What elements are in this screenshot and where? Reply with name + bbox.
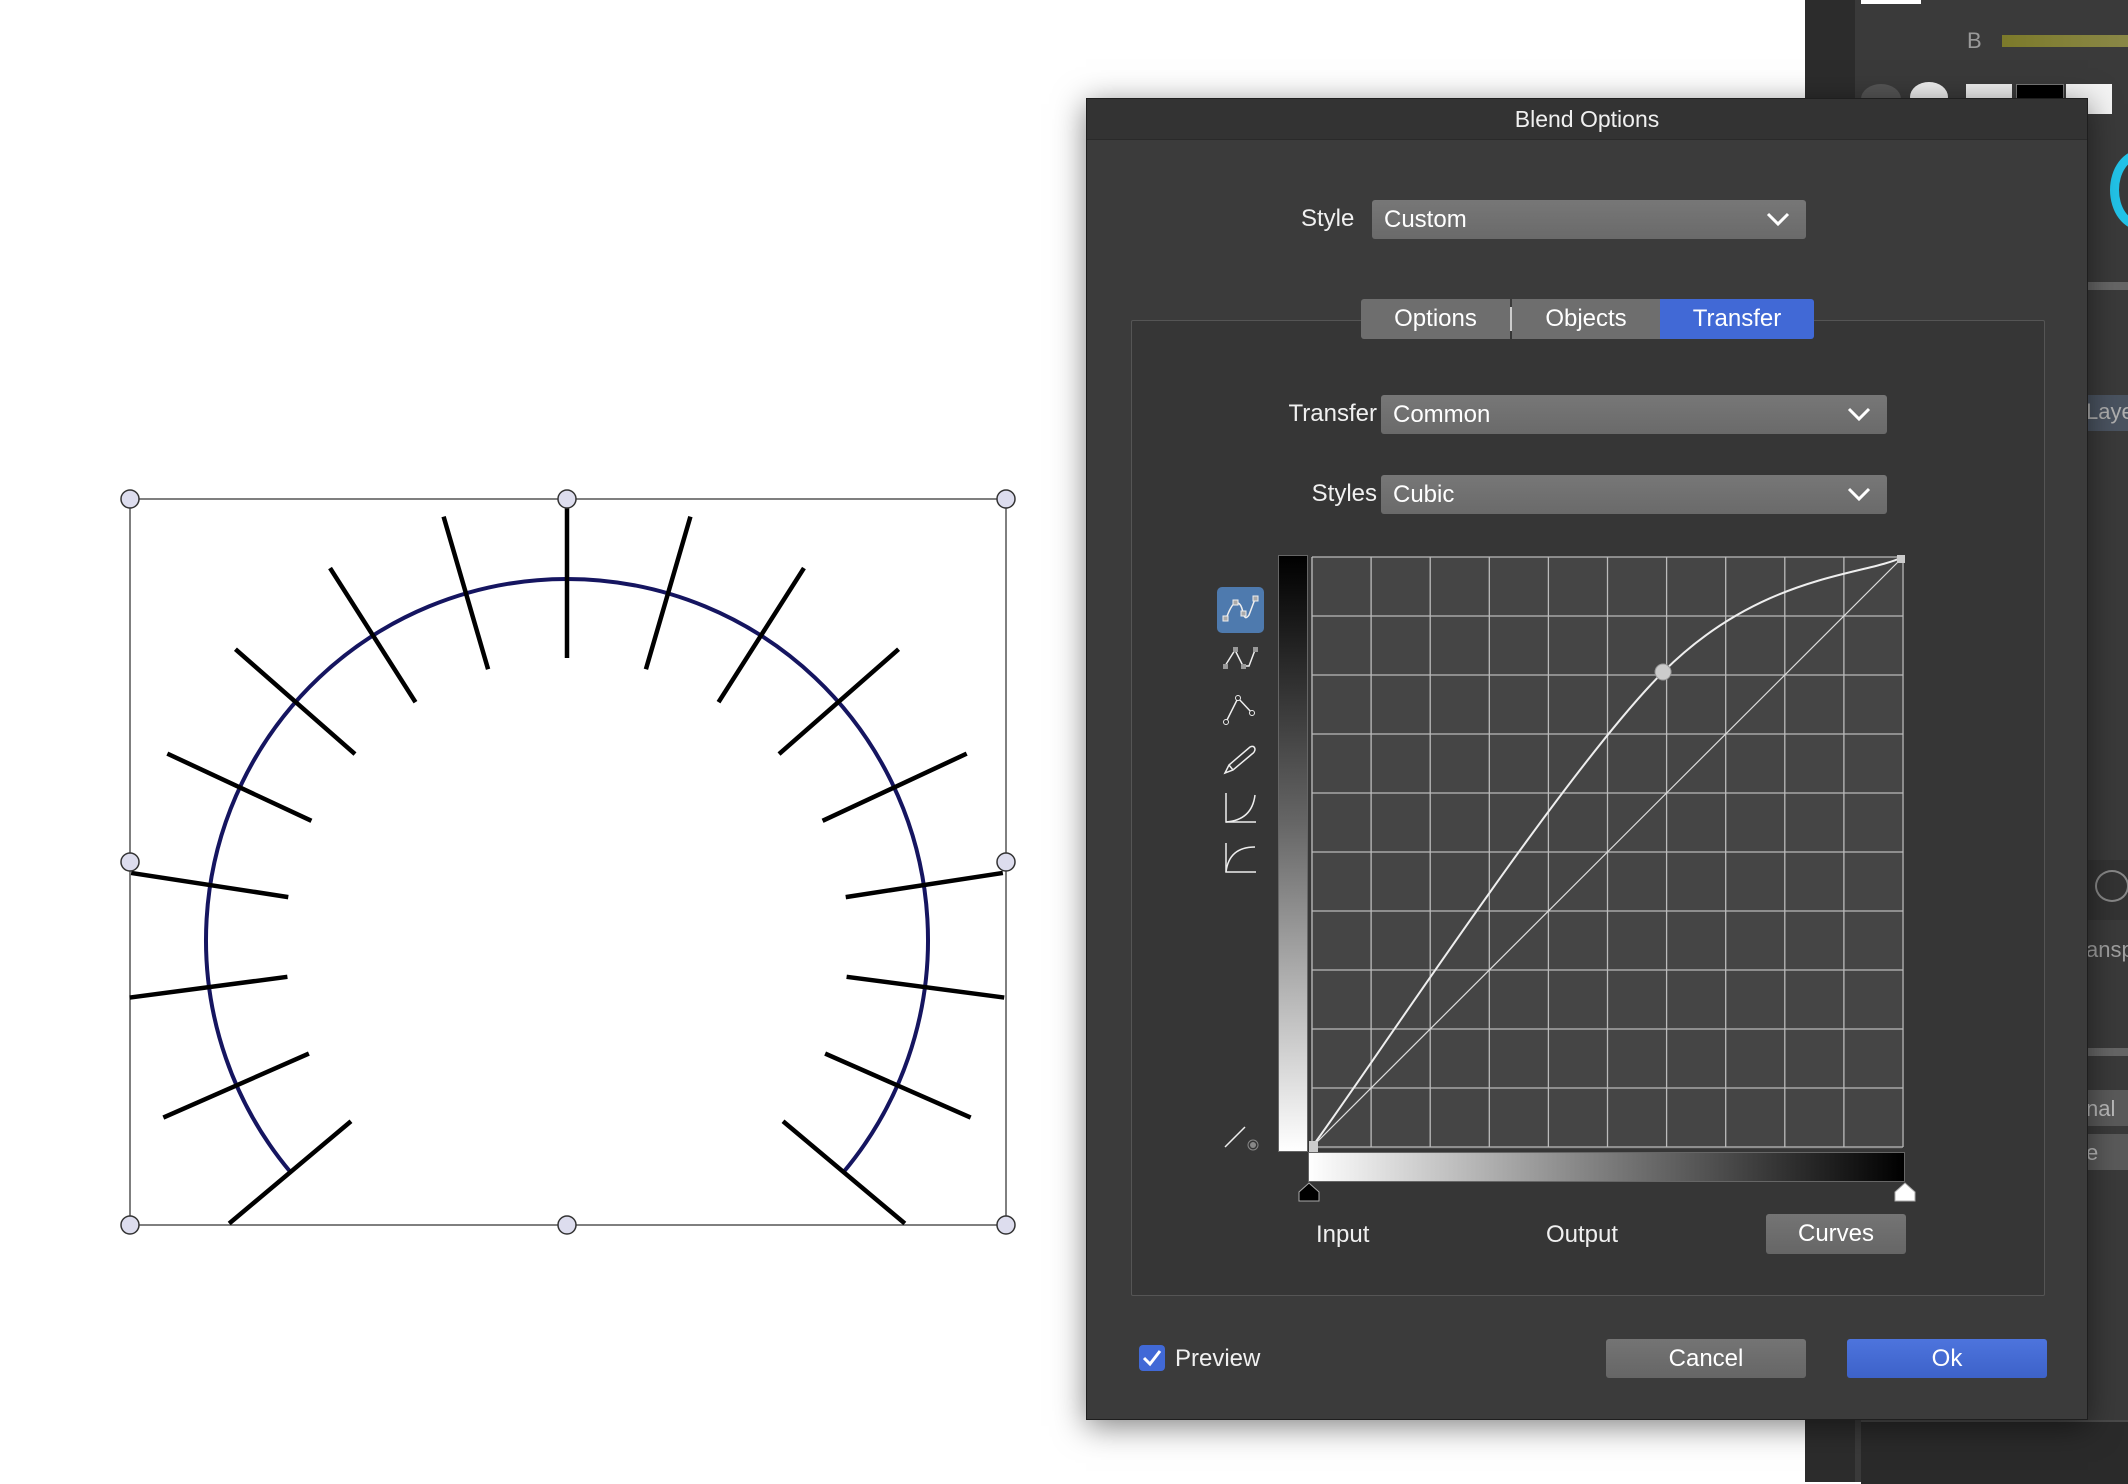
selection-handles[interactable] bbox=[120, 489, 1016, 1235]
blend-mode-dropdown[interactable]: nal bbox=[2086, 1090, 2128, 1126]
layers-tab[interactable]: Laye bbox=[2086, 395, 2128, 431]
curves-button[interactable]: Curves bbox=[1766, 1214, 1906, 1254]
output-gradient-bar bbox=[1278, 555, 1308, 1152]
blend-step-line bbox=[781, 1119, 907, 1226]
secondary-dropdown[interactable]: e bbox=[2086, 1134, 2128, 1170]
smooth-curve-tool[interactable] bbox=[1217, 587, 1264, 633]
tab-objects[interactable]: Objects bbox=[1512, 299, 1660, 339]
selection-handle[interactable] bbox=[120, 1215, 140, 1235]
transfer-curve[interactable] bbox=[1311, 556, 1904, 1148]
selection-handle[interactable] bbox=[120, 852, 140, 872]
preview-label: Preview bbox=[1175, 1345, 1261, 1372]
corner-curve-tool[interactable] bbox=[1217, 636, 1264, 682]
style-value: Custom bbox=[1384, 206, 1467, 233]
preview-checkbox[interactable] bbox=[1139, 1345, 1165, 1371]
styles-dropdown[interactable]: Cubic bbox=[1381, 475, 1887, 514]
blend-mode-value: nal bbox=[2086, 1096, 2116, 1121]
blend-steps[interactable] bbox=[129, 499, 1005, 1226]
separator bbox=[2086, 1048, 2128, 1056]
ease-in-icon bbox=[1225, 793, 1256, 823]
pencil-tool[interactable] bbox=[1217, 735, 1264, 781]
selection-handle[interactable] bbox=[557, 1215, 577, 1235]
channel-slider[interactable] bbox=[2002, 35, 2128, 47]
selection-handle[interactable] bbox=[557, 489, 577, 509]
ease-out-icon bbox=[1225, 843, 1256, 873]
curve-control-points[interactable] bbox=[1309, 555, 1905, 1153]
selection-handle[interactable] bbox=[996, 1215, 1016, 1235]
curve-endpoint[interactable] bbox=[1309, 1141, 1318, 1153]
blend-step-line bbox=[130, 870, 289, 900]
pencil-icon bbox=[1223, 745, 1256, 775]
blend-step-line bbox=[227, 1119, 353, 1226]
blend-arc-path[interactable] bbox=[204, 577, 930, 1174]
linear-reset-tool[interactable] bbox=[1217, 1109, 1264, 1155]
blend-step-line bbox=[777, 647, 901, 756]
blend-step-line bbox=[821, 751, 968, 823]
output-label: Output bbox=[1546, 1221, 1619, 1248]
blend-step-line bbox=[643, 515, 693, 670]
blend-step-line bbox=[846, 974, 1005, 1000]
separator bbox=[2086, 282, 2128, 290]
checkmark-icon bbox=[1142, 1350, 1162, 1367]
tab-options[interactable]: Options bbox=[1361, 299, 1510, 339]
transfer-value: Common bbox=[1393, 401, 1491, 428]
style-dropdown[interactable]: Custom bbox=[1372, 200, 1806, 239]
styles-label: Styles bbox=[1311, 480, 1377, 507]
corner-curve-icon bbox=[1223, 647, 1258, 669]
smooth-curve-icon bbox=[1222, 595, 1259, 622]
tab-transfer-label: Transfer bbox=[1692, 305, 1782, 332]
cancel-button[interactable]: Cancel bbox=[1606, 1339, 1806, 1378]
tab-divider bbox=[1510, 307, 1512, 331]
style-label: Style bbox=[1301, 205, 1355, 232]
channel-label: B bbox=[1967, 28, 1982, 53]
chevron-down-icon bbox=[1847, 407, 1871, 422]
selection-handle[interactable] bbox=[996, 489, 1016, 509]
blend-step-line bbox=[166, 751, 313, 823]
blend-mode-icon[interactable] bbox=[2095, 870, 2128, 902]
tab-transfer[interactable]: Transfer bbox=[1660, 299, 1814, 339]
dialog-title: Blend Options bbox=[1087, 99, 2087, 140]
selection-handle[interactable] bbox=[120, 489, 140, 509]
selection-handle[interactable] bbox=[996, 852, 1016, 872]
curve-control-point[interactable] bbox=[1654, 663, 1672, 681]
identity-line bbox=[1311, 556, 1904, 1148]
ease-in-tool[interactable] bbox=[1217, 785, 1264, 831]
blend-step-line bbox=[162, 1051, 310, 1120]
blend-step-line bbox=[824, 1051, 972, 1120]
blend-options-dialog: Blend Options Style Custom Options Objec… bbox=[1086, 98, 2088, 1420]
tab-objects-label: Objects bbox=[1545, 305, 1627, 332]
input-white-slider-handle[interactable] bbox=[1893, 1182, 1917, 1202]
line-points-tool[interactable] bbox=[1217, 685, 1264, 731]
transparency-label: ansp bbox=[2086, 937, 2128, 962]
input-gradient-bar bbox=[1308, 1152, 1905, 1182]
panel-footer bbox=[1861, 1420, 2128, 1484]
blend-step-line bbox=[129, 974, 288, 1000]
color-wheel[interactable] bbox=[2110, 150, 2128, 230]
secondary-value: e bbox=[2086, 1140, 2099, 1165]
graph-grid bbox=[1311, 556, 1904, 1148]
chevron-down-icon bbox=[1766, 212, 1790, 227]
blend-step-line bbox=[845, 870, 1004, 900]
tab-options-label: Options bbox=[1394, 305, 1477, 332]
blend-step-line bbox=[716, 566, 806, 704]
line-points-icon bbox=[1223, 695, 1255, 725]
curve-endpoint[interactable] bbox=[1897, 555, 1905, 563]
input-black-slider-handle[interactable] bbox=[1297, 1182, 1321, 1202]
ease-out-tool[interactable] bbox=[1217, 835, 1264, 881]
transfer-curve-graph[interactable] bbox=[1309, 555, 1905, 1155]
transfer-label: Transfer bbox=[1288, 400, 1377, 427]
linear-reset-icon bbox=[1224, 1126, 1259, 1151]
artboard-canvas[interactable] bbox=[0, 0, 1805, 1482]
blend-step-line bbox=[328, 566, 418, 704]
blend-step-line bbox=[233, 647, 357, 756]
chevron-down-icon bbox=[1847, 487, 1871, 502]
styles-value: Cubic bbox=[1393, 481, 1455, 508]
transfer-dropdown[interactable]: Common bbox=[1381, 395, 1887, 434]
input-label: Input bbox=[1316, 1221, 1370, 1248]
ok-button[interactable]: Ok bbox=[1847, 1339, 2047, 1378]
swatch bbox=[1861, 0, 1921, 4]
layers-tab-label: Laye bbox=[2086, 399, 2128, 424]
blend-step-line bbox=[441, 515, 491, 670]
